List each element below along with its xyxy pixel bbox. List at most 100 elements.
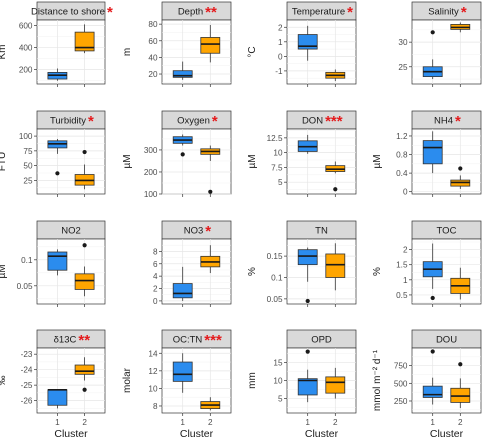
y-tick-label: 5 [278,178,283,187]
significance-stars: * [107,4,113,21]
panel-title: NH4 [434,116,453,127]
panel-title: OPD [311,335,332,346]
y-axis-title: Km [0,45,8,60]
panel-salinity: Salinity * 25 30 [398,1,482,87]
panel-background [161,19,232,85]
outlier-point [430,30,435,35]
box-cluster-1 [47,389,68,406]
significance-stars: * [455,113,461,130]
panel-title: OC:TN [173,335,203,346]
y-tick-label: 7.5 [271,163,283,172]
y-tick-label: 6 [153,260,158,269]
box-cluster-2 [74,31,95,52]
y-tick-label: 0 [153,297,158,306]
box-cluster-1 [172,70,193,78]
y-tick-label: 25 [398,63,408,72]
panel-title: NO3 [184,226,204,237]
y-axis-title: µM [247,154,258,168]
y-tick-label: 1.5 [396,261,408,270]
y-tick-label: 14 [148,349,158,358]
y-tick-label: 20 [148,70,158,79]
y-axis-title: °C [247,46,258,57]
panel-background [286,238,357,305]
outlier-point [55,171,60,176]
y-tick-label: 0.4 [396,169,408,178]
panel-title: TN [315,226,328,237]
y-tick-label: 400 [19,44,33,53]
x-tick-label: 1 [430,418,435,427]
y-tick-label: 2 [153,285,158,294]
y-axis-title: % [372,267,383,276]
box-cluster-1 [422,140,443,165]
panel-title: Oxygen [177,116,210,127]
y-tick-label: 500 [394,379,408,388]
panel-background [411,128,482,195]
y-tick-label: 600 [19,22,33,31]
outlier-point [458,166,463,171]
box-cluster-1 [297,249,318,266]
box-cluster-1 [47,251,68,271]
y-axis-title: µM [0,264,8,278]
outlier-point [333,187,338,192]
y-tick-label: 0.5 [396,291,408,300]
y-tick-label: -25 [21,381,33,390]
y-axis-title: µM [122,154,133,168]
significance-stars: * [461,4,467,21]
y-tick-label: 0.15 [267,252,283,261]
y-tick-label: -26 [21,397,33,406]
y-axis-title: molar [122,367,133,393]
panel-title: TOC [437,226,457,237]
y-tick-label: 60 [148,37,158,46]
box-cluster-2 [325,253,346,278]
significance-stars: ** [78,332,90,349]
box-cluster-2 [200,37,221,54]
x-axis-title: Cluster [305,428,339,439]
panel-background [36,128,106,195]
outlier-point [82,387,87,392]
outlier-point [82,243,87,248]
box-cluster-1 [172,361,193,382]
significance-stars: * [212,113,218,130]
y-axis-title: ‰ [0,376,8,386]
box-cluster-2 [74,364,95,375]
y-tick-label: 4 [153,272,158,281]
x-tick-label: 2 [333,418,338,427]
y-tick-label: 1 [278,38,283,47]
panel-tn: TN 0.05 0.1 0.15% [247,220,357,307]
panel-title: DOU [436,335,457,346]
y-tick-label: 100 [144,190,158,199]
panel-title: Distance to shore [31,7,105,18]
y-tick-label: 30 [398,38,408,47]
y-tick-label: 0 [278,52,283,61]
y-axis-title: mmol m⁻² d⁻¹ [372,349,383,411]
y-tick-label: 10 [273,149,283,158]
box-cluster-2 [325,376,346,394]
outlier-point [305,349,310,354]
panel-background [161,347,232,414]
y-axis-title: FTU [0,152,8,171]
y-tick-label: 0.8 [396,151,408,160]
y-tick-label: 750 [394,362,408,371]
box-cluster-1 [172,283,193,299]
y-tick-label: -1 [275,67,283,76]
y-tick-label: 250 [394,397,408,406]
outlier-point [180,152,185,157]
y-axis-title: mm [247,372,258,389]
panel-oxygen: Oxygen * 100 200 300 µM [122,110,232,199]
x-tick-label: 2 [208,418,213,427]
y-axis-title: m [122,48,133,56]
panel-depth: Depth ** 20 40 60 80 m [122,1,232,87]
y-tick-label: 1 [403,276,408,285]
outlier-point [82,149,87,155]
panel-background [161,238,232,305]
significance-stars: * [347,4,353,21]
y-tick-label: 10 [148,384,158,393]
y-tick-label: 25 [23,176,33,185]
panel-temperature: Temperature * -1 0 1 2 °C [247,1,357,87]
y-tick-label: 0.05 [17,282,33,291]
panel-background [36,347,106,414]
y-tick-label: 0.05 [267,295,283,304]
